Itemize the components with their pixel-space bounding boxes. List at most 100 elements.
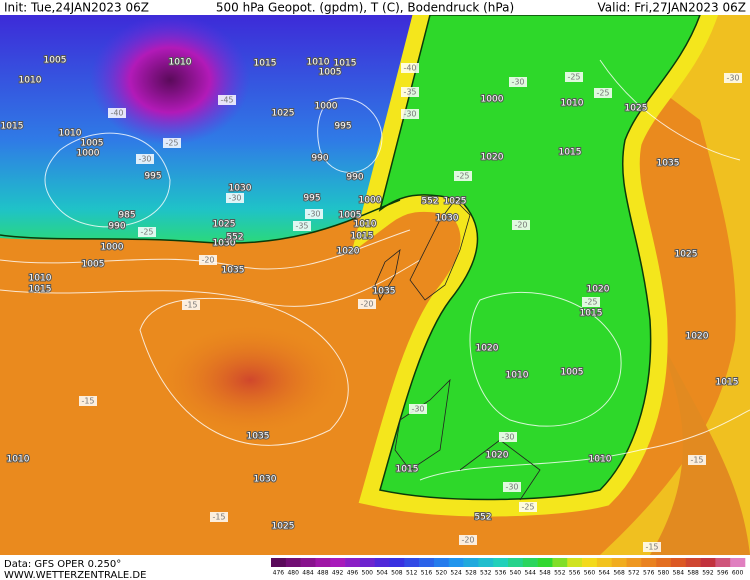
isobar-label: 1010: [354, 220, 377, 230]
temperature-label: -15: [690, 456, 703, 465]
temperature-label-box: [454, 171, 472, 181]
temperature-label: -25: [140, 228, 153, 237]
temperature-label: -30: [505, 483, 518, 492]
temperature-label: -25: [596, 89, 609, 98]
colorbar-cell: [670, 558, 687, 567]
isobar-label: 1000: [101, 243, 124, 253]
isobars: [0, 59, 750, 481]
cold-core: [90, 15, 250, 145]
colorbar-label: 484: [302, 570, 314, 577]
colorbar-cell: [478, 558, 494, 567]
temperature-label: -30: [307, 210, 320, 219]
temperature-label-box: [199, 255, 217, 265]
colorbar-label: 580: [658, 570, 670, 577]
colorbar-cell: [271, 558, 287, 567]
temperature-label-box: [512, 220, 530, 230]
colorbar-label: 548: [539, 570, 551, 577]
isobar-label: 995: [303, 194, 320, 204]
isobar-label: 1005: [44, 56, 67, 66]
temperature-label-box: [724, 73, 742, 83]
isobar-label: 1010: [19, 76, 42, 86]
temperature-label: -35: [295, 222, 308, 231]
temperature-label: -30: [726, 74, 739, 83]
colorbar-cell: [567, 558, 583, 567]
colorbar-cell: [285, 558, 301, 567]
temperature-label: -15: [81, 397, 94, 406]
colorbar-cell: [582, 558, 598, 567]
temperature-label: -35: [403, 88, 416, 97]
isobar-label: 1020: [337, 247, 360, 257]
isobar-label: 1005: [82, 260, 105, 270]
contour-label: 552: [474, 513, 491, 523]
temperature-label-box: [401, 63, 419, 73]
colorbar-label: 508: [391, 570, 403, 577]
isobar-label: 1025: [272, 522, 295, 532]
colorbar-label: 596: [717, 570, 729, 577]
temperature-label: -30: [411, 405, 424, 414]
isobar-label: 1015: [716, 378, 739, 388]
colorbar-label: 532: [480, 570, 492, 577]
colorbar-cell: [522, 558, 538, 567]
temperature-label: -30: [138, 155, 151, 164]
isobar-label: 1000: [77, 149, 100, 159]
temperature-label-box: [643, 542, 661, 552]
temperature-label-box: [79, 396, 97, 406]
isobar-label: 1020: [587, 285, 610, 295]
colorbar-cell: [315, 558, 331, 567]
isobar-label: 1020: [476, 344, 499, 354]
colorbar-cell: [359, 558, 375, 567]
isobar-label: 1005: [561, 368, 584, 378]
temperature-label: -20: [360, 300, 373, 309]
isobar-label: 990: [108, 222, 125, 232]
colorbar-label: 600: [732, 570, 744, 577]
isobar-label: 1015: [29, 285, 52, 295]
isobar-label: 995: [144, 172, 161, 182]
colorbar-cell: [330, 558, 346, 567]
colorbar-label: 568: [613, 570, 625, 577]
colorbar-label: 516: [421, 570, 433, 577]
colorbar-label: 592: [702, 570, 714, 577]
colorbar-cell: [433, 558, 450, 567]
temperature-label: -15: [184, 301, 197, 310]
isobar-label: 1015: [396, 465, 419, 475]
isobar-label: 1005: [319, 68, 342, 78]
cold-trough: [378, 14, 702, 501]
colorbar-cell: [463, 558, 479, 567]
temperature-label-box: [503, 482, 521, 492]
temperature-label-box: [688, 455, 706, 465]
colorbar-cell: [715, 558, 731, 567]
colorbar-cell: [552, 558, 568, 567]
colorbar-cell: [537, 558, 553, 567]
temperature-label-box: [163, 138, 181, 148]
colorbar: 476 480 484 488 492 496 500 504 508 512 516 520 524 5…: [271, 558, 746, 577]
data-source: Data: GFS OPER 0.250°: [4, 559, 121, 570]
temperature-label: -25: [165, 139, 178, 148]
temperature-label-box: [509, 77, 527, 87]
colorbar-cell: [730, 558, 746, 567]
temperature-label-box: [293, 221, 311, 231]
temperature-label-box: [594, 88, 612, 98]
temperature-label: -25: [521, 503, 534, 512]
isobar-label: 1025: [625, 104, 648, 114]
isobar-label: 1015: [334, 59, 357, 69]
colorbar-label: 576: [643, 570, 655, 577]
temperature-label: -20: [201, 256, 214, 265]
temperature-label: -25: [567, 73, 580, 82]
isobar-label: 1035: [657, 159, 680, 169]
temperature-label: -25: [584, 298, 597, 307]
contour-label: 552: [226, 233, 243, 243]
colorbar-label: 520: [436, 570, 448, 577]
orange-east: [640, 300, 750, 555]
temperature-label-box: [582, 297, 600, 307]
temperature-label-box: [358, 299, 376, 309]
colorbar-label: 488: [317, 570, 329, 577]
isobar-label: 1015: [351, 232, 374, 242]
isobar-label: 1000: [481, 95, 504, 105]
temperature-label: -25: [456, 172, 469, 181]
isobar-label: 995: [334, 122, 351, 132]
isobar-label: 1015: [1, 122, 24, 132]
temperature-label-box: [305, 209, 323, 219]
colorbar-cell: [611, 558, 627, 567]
